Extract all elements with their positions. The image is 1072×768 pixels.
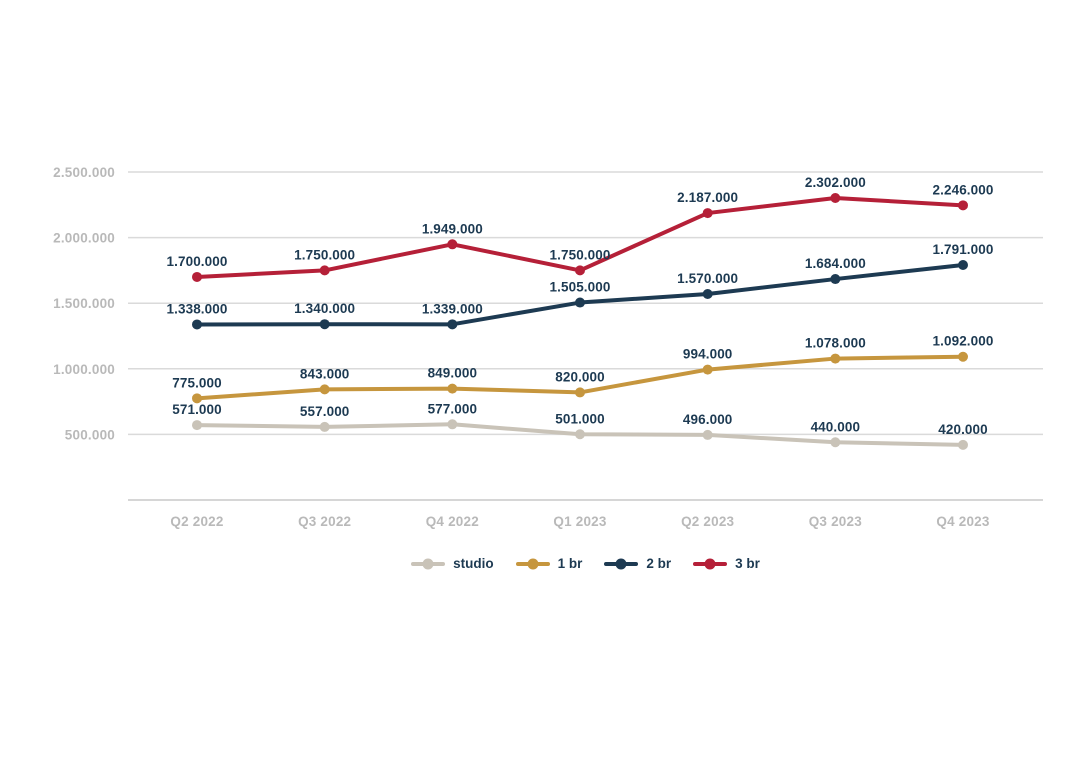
x-axis-tick-label: Q4 2023 (936, 514, 989, 529)
data-point-3-br (702, 208, 713, 219)
x-axis-tick-label: Q3 2022 (298, 514, 351, 529)
legend-item-1-br: 1 br (515, 556, 583, 571)
legend-label-1-br: 1 br (557, 556, 583, 571)
data-label-1-br: 1.092.000 (933, 334, 994, 349)
data-point-1-br (575, 387, 585, 398)
legend-marker-dot (527, 558, 539, 570)
data-point-2-br (830, 274, 841, 285)
x-axis-tick-label: Q4 2022 (426, 514, 479, 529)
data-point-studio (447, 419, 458, 430)
data-label-1-br: 775.000 (172, 375, 222, 390)
data-point-studio (319, 421, 330, 432)
data-point-2-br (319, 319, 330, 330)
data-point-1-br (830, 353, 841, 364)
data-point-3-br (958, 200, 968, 211)
data-label-2-br: 1.338.000 (167, 301, 228, 316)
chart-legend: studio 1 br 2 br 3 br (128, 557, 1043, 571)
data-label-studio: 571.000 (172, 402, 222, 417)
legend-marker-1-br (515, 558, 550, 570)
data-label-1-br: 820.000 (555, 369, 605, 384)
legend-marker-dot (422, 558, 434, 570)
legend-item-2-br: 2 br (604, 557, 671, 571)
data-label-3-br: 1.949.000 (422, 221, 483, 236)
data-point-studio (830, 437, 841, 448)
data-point-studio (192, 420, 202, 431)
data-label-1-br: 1.078.000 (805, 336, 866, 351)
data-point-3-br (319, 265, 330, 276)
data-label-2-br: 1.791.000 (933, 242, 994, 257)
data-label-3-br: 1.750.000 (294, 247, 355, 262)
legend-marker-2-br (604, 558, 639, 570)
data-point-3-br (575, 265, 585, 276)
legend-marker-3-br (693, 558, 728, 570)
data-point-3-br (447, 239, 458, 250)
data-point-1-br (702, 364, 713, 375)
y-axis-tick-label: 2.500.000 (53, 165, 115, 180)
x-axis-tick-label: Q1 2023 (553, 514, 606, 529)
data-label-3-br: 2.246.000 (933, 182, 994, 197)
data-point-1-br (447, 383, 458, 394)
data-point-studio (575, 429, 585, 440)
x-axis-tick-label: Q2 2023 (681, 514, 734, 529)
data-label-2-br: 1.684.000 (805, 256, 866, 271)
legend-marker-dot (615, 558, 627, 570)
legend-label-studio: studio (453, 556, 494, 571)
data-point-2-br (447, 319, 458, 330)
data-point-3-br (830, 192, 841, 203)
data-label-3-br: 2.302.000 (805, 175, 866, 190)
data-label-studio: 440.000 (811, 419, 861, 434)
x-axis-tick-label: Q2 2022 (170, 514, 223, 529)
data-label-studio: 496.000 (683, 412, 733, 427)
data-label-2-br: 1.339.000 (422, 301, 483, 316)
y-axis-tick-label: 500.000 (65, 427, 115, 442)
data-label-1-br: 994.000 (683, 347, 733, 362)
legend-item-studio: studio (411, 557, 494, 571)
data-point-1-br (319, 384, 330, 395)
legend-label-2-br: 2 br (646, 556, 672, 571)
data-label-3-br: 1.750.000 (550, 247, 611, 262)
data-point-2-br (575, 297, 585, 308)
legend-marker-dot (704, 558, 716, 570)
data-label-studio: 501.000 (555, 411, 605, 426)
y-axis-tick-label: 1.500.000 (53, 296, 115, 311)
data-label-studio: 557.000 (300, 404, 350, 419)
y-axis-tick-label: 1.000.000 (53, 362, 115, 377)
data-label-3-br: 2.187.000 (677, 190, 738, 205)
data-label-1-br: 843.000 (300, 366, 350, 381)
legend-label-3-br: 3 br (735, 556, 760, 571)
data-label-2-br: 1.340.000 (294, 301, 355, 316)
data-label-3-br: 1.700.000 (167, 254, 228, 269)
data-label-studio: 420.000 (938, 422, 988, 437)
data-point-1-br (958, 351, 968, 362)
data-label-studio: 577.000 (428, 401, 478, 416)
data-point-studio (958, 439, 968, 450)
x-axis-tick-label: Q3 2023 (809, 514, 862, 529)
data-point-2-br (702, 289, 713, 300)
data-point-studio (702, 429, 713, 440)
legend-marker-studio (411, 558, 446, 570)
legend-item-3-br: 3 br (693, 557, 760, 571)
data-point-3-br (192, 271, 202, 282)
data-point-2-br (192, 319, 202, 330)
data-label-1-br: 849.000 (428, 366, 478, 381)
y-axis-tick-label: 2.000.000 (53, 231, 115, 246)
data-point-1-br (192, 393, 202, 404)
data-label-2-br: 1.570.000 (677, 271, 738, 286)
data-label-2-br: 1.505.000 (550, 280, 611, 295)
data-point-2-br (958, 260, 968, 271)
